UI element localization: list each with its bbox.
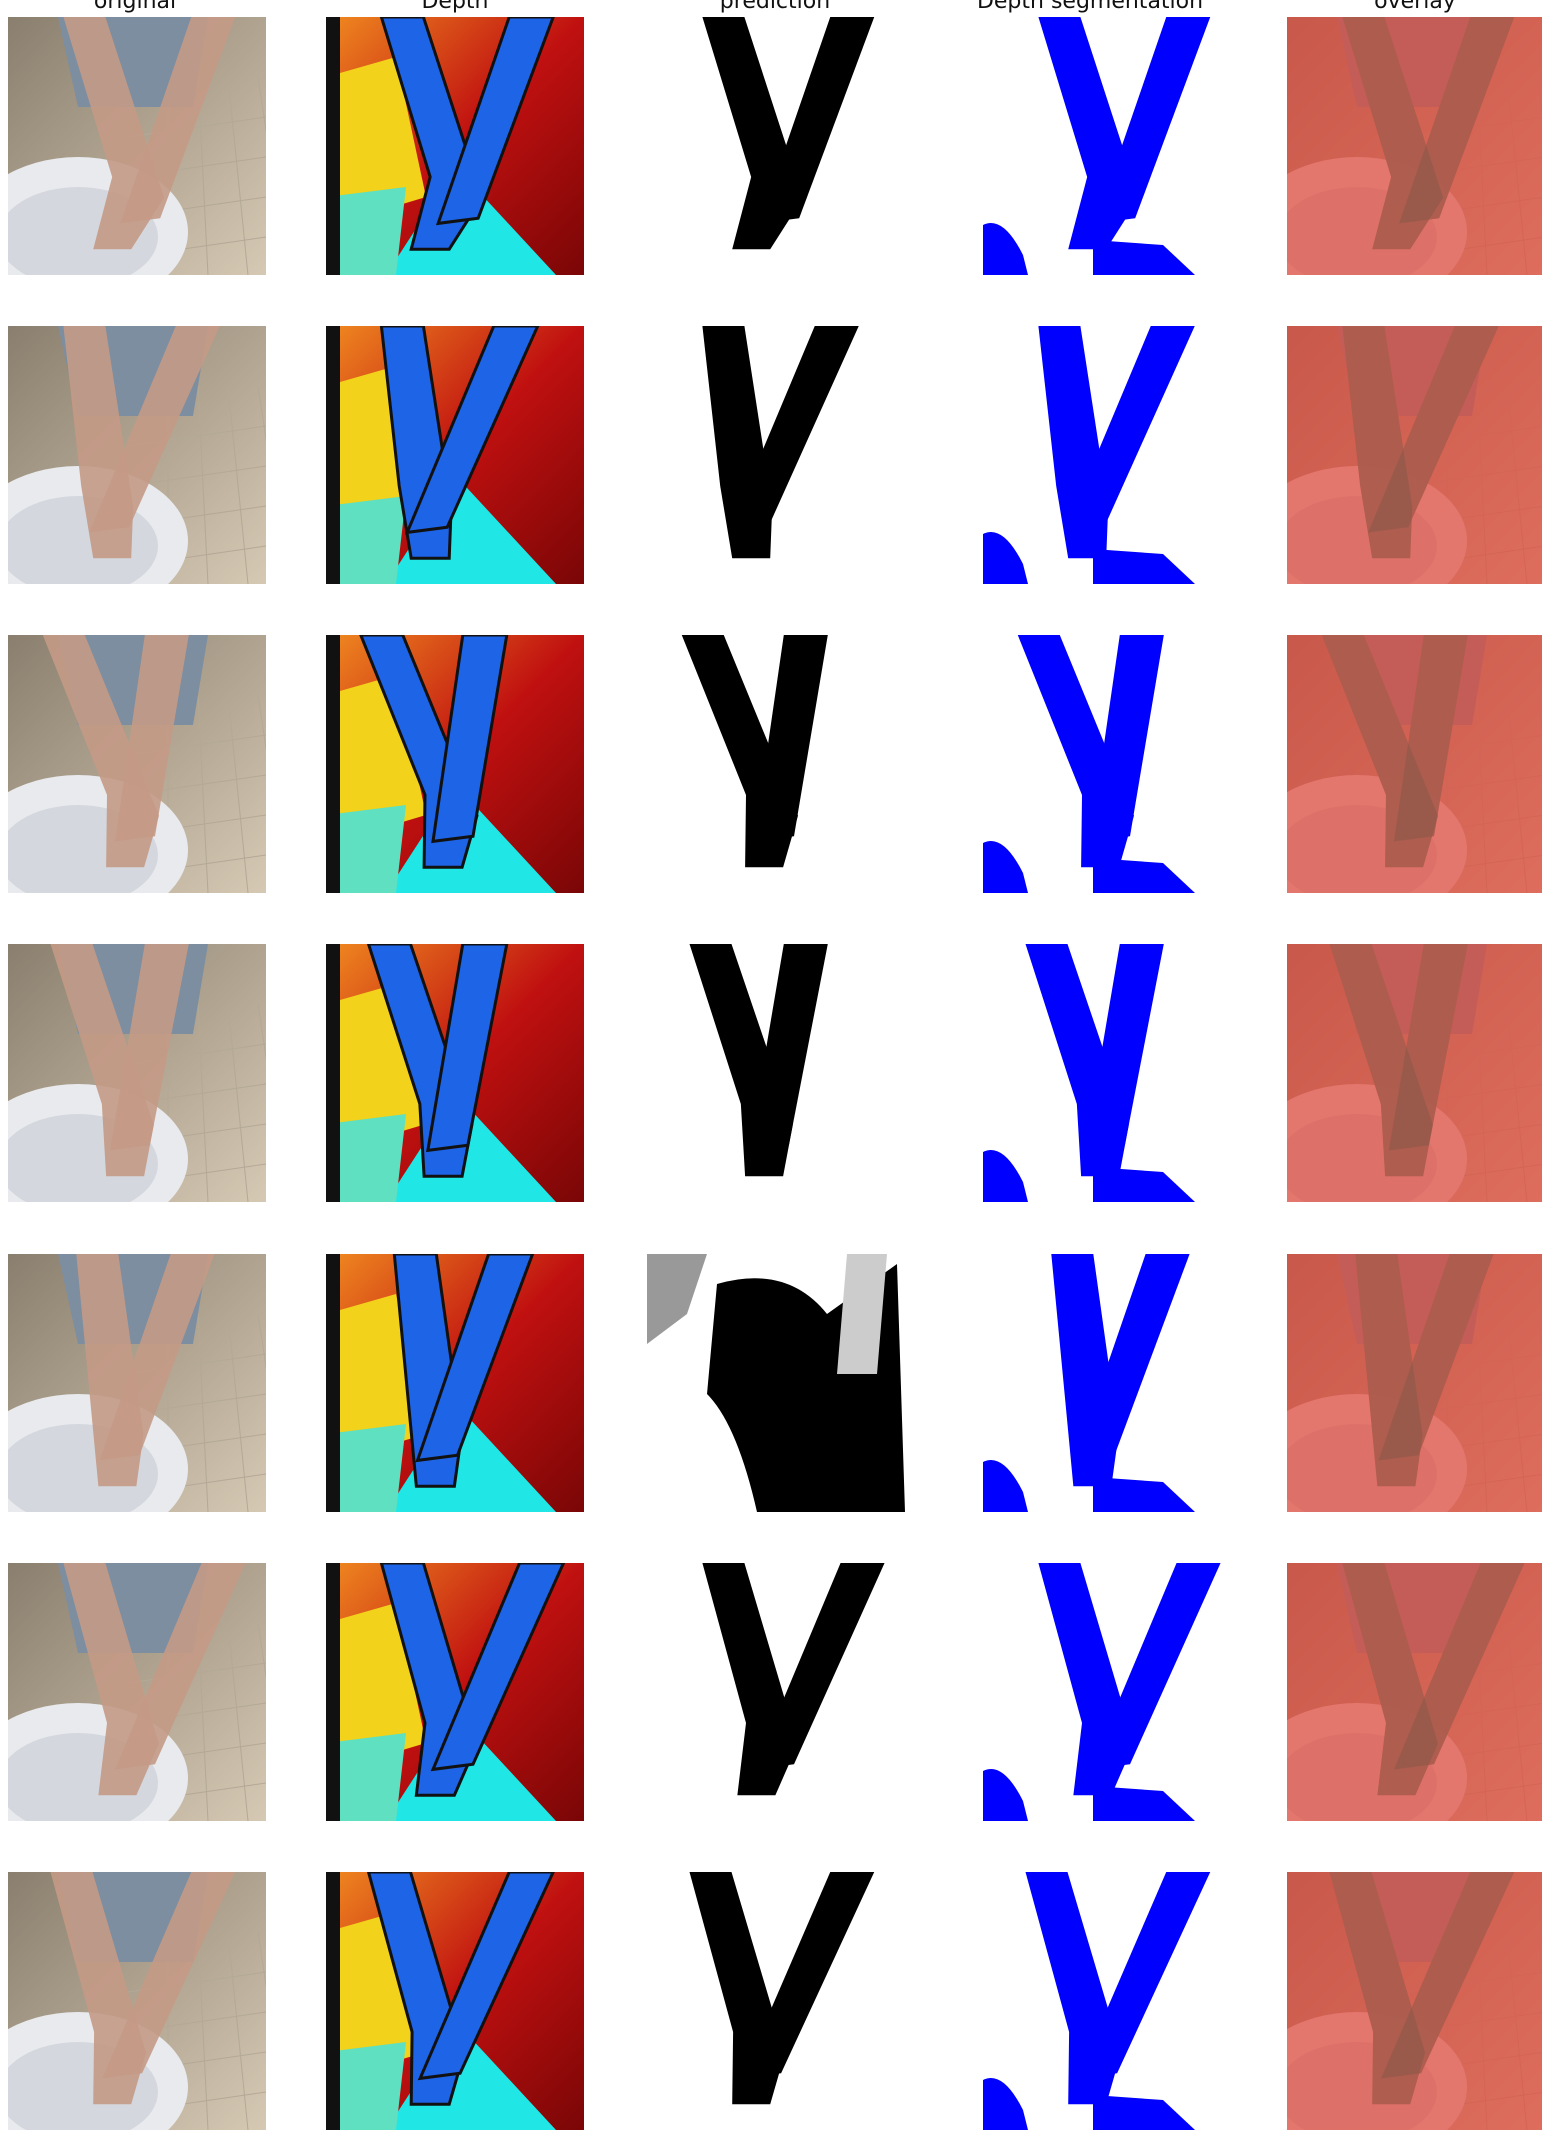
column-title-overlay: overlay — [1374, 0, 1456, 14]
overlay-image — [1287, 17, 1542, 275]
panel-depth_segmentation-row-6 — [983, 1563, 1241, 1821]
panel-depth_segmentation-row-5 — [983, 1254, 1241, 1512]
panel-overlay-row-3 — [1287, 635, 1542, 893]
panel-original-row-7 — [8, 1872, 266, 2130]
panel-depth-row-1 — [326, 17, 584, 275]
prediction-image — [647, 1872, 905, 2130]
overlay-image — [1287, 326, 1542, 584]
panel-original-row-4 — [8, 944, 266, 1202]
depth-image — [326, 326, 584, 584]
prediction-image — [647, 17, 905, 275]
column-title-prediction: prediction — [719, 0, 831, 14]
panel-overlay-row-4 — [1287, 944, 1542, 1202]
panel-prediction-row-1 — [647, 17, 905, 275]
panel-depth-row-7 — [326, 1872, 584, 2130]
column-title-depth_segmentation: Depth segmentation — [976, 0, 1204, 14]
prediction-image — [647, 326, 905, 584]
panel-prediction-row-4 — [647, 944, 905, 1202]
depth-image — [326, 1563, 584, 1821]
depth_segmentation-image — [983, 1563, 1241, 1821]
panel-original-row-6 — [8, 1563, 266, 1821]
original-image — [8, 1872, 266, 2130]
column-title-depth: Depth — [421, 0, 489, 14]
panel-overlay-row-5 — [1287, 1254, 1542, 1512]
overlay-image — [1287, 1563, 1542, 1821]
overlay-image — [1287, 635, 1542, 893]
panel-depth_segmentation-row-3 — [983, 635, 1241, 893]
depth_segmentation-image — [983, 1254, 1241, 1512]
panel-depth-row-4 — [326, 944, 584, 1202]
panel-overlay-row-1 — [1287, 17, 1542, 275]
panel-depth-row-3 — [326, 635, 584, 893]
panel-prediction-row-3 — [647, 635, 905, 893]
panel-depth-row-6 — [326, 1563, 584, 1821]
depth-image — [326, 944, 584, 1202]
panel-original-row-2 — [8, 326, 266, 584]
depth-image — [326, 17, 584, 275]
depth-image — [326, 635, 584, 893]
prediction-image — [647, 944, 905, 1202]
overlay-image — [1287, 1254, 1542, 1512]
original-image — [8, 1563, 266, 1821]
depth_segmentation-image — [983, 326, 1241, 584]
panel-depth_segmentation-row-4 — [983, 944, 1241, 1202]
panel-overlay-row-2 — [1287, 326, 1542, 584]
panel-overlay-row-6 — [1287, 1563, 1542, 1821]
original-image — [8, 1254, 266, 1512]
original-image — [8, 326, 266, 584]
panel-depth-row-2 — [326, 326, 584, 584]
depth-image — [326, 1872, 584, 2130]
panel-original-row-1 — [8, 17, 266, 275]
overlay-image — [1287, 944, 1542, 1202]
depth_segmentation-image — [983, 1872, 1241, 2130]
panel-prediction-row-5 — [647, 1254, 905, 1512]
column-title-original: original — [93, 0, 177, 14]
depth_segmentation-image — [983, 17, 1241, 275]
original-image — [8, 17, 266, 275]
depth-image — [326, 1254, 584, 1512]
depth_segmentation-image — [983, 944, 1241, 1202]
panel-prediction-row-2 — [647, 326, 905, 584]
panel-overlay-row-7 — [1287, 1872, 1542, 2130]
prediction-image — [647, 1254, 905, 1512]
original-image — [8, 635, 266, 893]
panel-depth-row-5 — [326, 1254, 584, 1512]
panel-depth_segmentation-row-2 — [983, 326, 1241, 584]
overlay-image — [1287, 1872, 1542, 2130]
panel-depth_segmentation-row-7 — [983, 1872, 1241, 2130]
prediction-image — [647, 1563, 905, 1821]
panel-prediction-row-7 — [647, 1872, 905, 2130]
panel-prediction-row-6 — [647, 1563, 905, 1821]
panel-original-row-5 — [8, 1254, 266, 1512]
panel-original-row-3 — [8, 635, 266, 893]
panel-depth_segmentation-row-1 — [983, 17, 1241, 275]
original-image — [8, 944, 266, 1202]
depth_segmentation-image — [983, 635, 1241, 893]
prediction-image — [647, 635, 905, 893]
